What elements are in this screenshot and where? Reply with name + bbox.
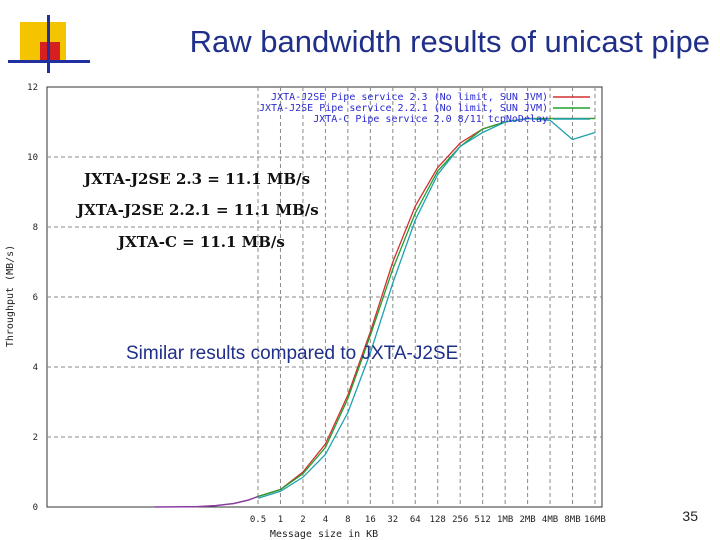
legend-label-1: JXTA-J2SE Pipe service 2.3 (No limit, SU… <box>271 92 548 103</box>
x-tick-label: 64 <box>410 515 421 525</box>
y-tick-label: 8 <box>33 223 38 233</box>
x-tick-label: 16 <box>365 515 376 525</box>
x-tick-label: 256 <box>452 515 468 525</box>
slide-number: 35 <box>682 508 698 524</box>
y-axis-title: Throughput (MB/s) <box>5 245 16 347</box>
x-tick-label: 8MB <box>564 515 580 525</box>
annotation-jxta-c: JXTA-C = 11.1 MB/s <box>116 233 285 251</box>
y-tick-label: 12 <box>27 83 38 93</box>
x-tick-label: 512 <box>475 515 491 525</box>
x-tick-label: 32 <box>387 515 398 525</box>
x-tick-label: 4 <box>323 515 328 525</box>
legend-label-3: JXTA-C Pipe service 2.0 8/11 tcpNoDelay <box>313 114 548 125</box>
annotation-j2se-23: JXTA-J2SE 2.3 = 11.1 MB/s <box>82 170 310 188</box>
y-tick-label: 2 <box>33 433 38 443</box>
corner-vertical-bar <box>47 15 50 73</box>
low-size-curve <box>154 495 259 508</box>
x-tick-label: 1 <box>278 515 283 525</box>
series-line-2 <box>257 117 595 498</box>
y-tick-label: 6 <box>33 293 38 303</box>
x-tick-label: 2MB <box>519 515 535 525</box>
x-tick-label: 4MB <box>542 515 558 525</box>
corner-red-square <box>40 42 60 60</box>
corner-horizontal-bar <box>8 60 90 63</box>
slide-title: Raw bandwidth results of unicast pipe <box>189 24 710 59</box>
y-tick-label: 0 <box>33 503 38 513</box>
y-tick-label: 10 <box>27 153 38 163</box>
y-tick-label: 4 <box>33 363 38 373</box>
x-tick-label: 1MB <box>497 515 513 525</box>
x-tick-label: 16MB <box>584 515 606 525</box>
x-axis-title: Message size in KB <box>270 529 378 540</box>
annotation-similar-results: Similar results compared to JXTA-J2SE <box>126 343 458 364</box>
annotation-j2se-221: JXTA-J2SE 2.2.1 = 11.1 MB/s <box>75 201 319 219</box>
series-line-3 <box>257 117 596 499</box>
x-tick-label: 128 <box>430 515 446 525</box>
x-tick-label: 8 <box>345 515 350 525</box>
x-tick-label: 0.5 <box>250 515 266 525</box>
x-tick-label: 2 <box>300 515 305 525</box>
legend-label-2: JXTA-J2SE Pipe service 2.2.1 (No limit, … <box>259 103 548 114</box>
